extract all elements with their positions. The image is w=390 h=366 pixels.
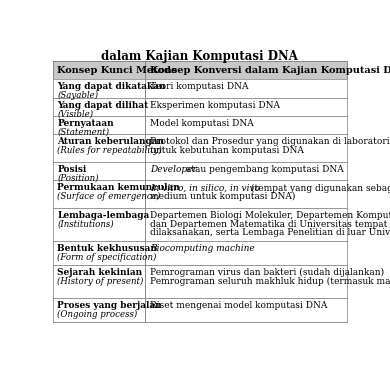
Text: Lembaga-lembaga: Lembaga-lembaga	[57, 211, 149, 220]
Text: medium untuk komputasi DNA): medium untuk komputasi DNA)	[150, 192, 295, 201]
Text: (Institutions): (Institutions)	[57, 220, 114, 229]
Text: Sejarah kekinian: Sejarah kekinian	[57, 268, 142, 277]
Text: (Statement): (Statement)	[57, 128, 110, 137]
Text: Bentuk kekhususan: Bentuk kekhususan	[57, 244, 157, 253]
Text: Developer: Developer	[150, 165, 197, 174]
Text: Model komputasi DNA: Model komputasi DNA	[150, 119, 254, 128]
Bar	[53, 79, 347, 98]
Text: (Position): (Position)	[57, 174, 99, 183]
Text: (Ongoing process): (Ongoing process)	[57, 310, 138, 319]
Text: (Form of specification): (Form of specification)	[57, 253, 157, 262]
Bar	[53, 180, 347, 208]
Bar	[53, 208, 347, 241]
Bar	[53, 298, 347, 322]
Text: Konsep Konversi dalam Kajian Komputasi DNA: Konsep Konversi dalam Kajian Komputasi D…	[150, 66, 390, 75]
Text: dilaksanakan, serta Lembaga Penelitian di luar Universitas: dilaksanakan, serta Lembaga Penelitian d…	[150, 228, 390, 238]
Text: Pemrograman seluruh makhluk hidup (termasuk manusia): Pemrograman seluruh makhluk hidup (terma…	[150, 277, 390, 286]
Text: (Visible): (Visible)	[57, 109, 93, 118]
Text: untuk kebutuhan komputasi DNA: untuk kebutuhan komputasi DNA	[150, 146, 304, 155]
Text: Yang dapat dilihat: Yang dapat dilihat	[57, 101, 149, 110]
Text: Pernyataan: Pernyataan	[57, 119, 114, 128]
Bar	[53, 265, 347, 298]
Text: Biocomputing machine: Biocomputing machine	[150, 244, 255, 253]
Text: dan Departemen Matematika di Universitas tempat riset: dan Departemen Matematika di Universitas…	[150, 220, 390, 229]
Text: Permukaan kemunculan: Permukaan kemunculan	[57, 183, 180, 193]
Bar	[53, 162, 347, 180]
Text: (tempat yang digunakan sebagai: (tempat yang digunakan sebagai	[248, 183, 390, 193]
Text: Departemen Biologi Molekuler, Departemen Komputer,: Departemen Biologi Molekuler, Departemen…	[150, 211, 390, 220]
Text: Proses yang berjalan: Proses yang berjalan	[57, 301, 162, 310]
Text: (Rules for repeatability): (Rules for repeatability)	[57, 146, 162, 155]
Bar	[53, 61, 347, 79]
Bar	[53, 116, 347, 134]
Bar	[53, 98, 347, 116]
Text: Pemrograman virus dan bakteri (sudah dijalankan): Pemrograman virus dan bakteri (sudah dij…	[150, 268, 384, 277]
Text: In vitro, in silico, in vivo: In vitro, in silico, in vivo	[150, 183, 260, 193]
Text: Yang dapat dikatakan: Yang dapat dikatakan	[57, 82, 166, 92]
Bar	[53, 134, 347, 162]
Bar	[53, 241, 347, 265]
Text: Protokol dan Prosedur yang digunakan di laboratorium: Protokol dan Prosedur yang digunakan di …	[150, 138, 390, 146]
Text: dalam Kajian Komputasi DNA: dalam Kajian Komputasi DNA	[101, 50, 298, 63]
Text: Eksperimen komputasi DNA: Eksperimen komputasi DNA	[150, 101, 280, 110]
Text: (History of present): (History of present)	[57, 277, 144, 286]
Text: (Sayable): (Sayable)	[57, 91, 98, 100]
Text: atau pengembang komputasi DNA: atau pengembang komputasi DNA	[183, 165, 344, 174]
Text: (Surface of emergence): (Surface of emergence)	[57, 192, 161, 201]
Text: Posisi: Posisi	[57, 165, 87, 174]
Text: Aturan keberulangan: Aturan keberulangan	[57, 138, 164, 146]
Text: Riset mengenai model komputasi DNA: Riset mengenai model komputasi DNA	[150, 301, 328, 310]
Text: Konsep Kunci Metode: Konsep Kunci Metode	[57, 66, 177, 75]
Text: Teori komputasi DNA: Teori komputasi DNA	[150, 82, 248, 92]
